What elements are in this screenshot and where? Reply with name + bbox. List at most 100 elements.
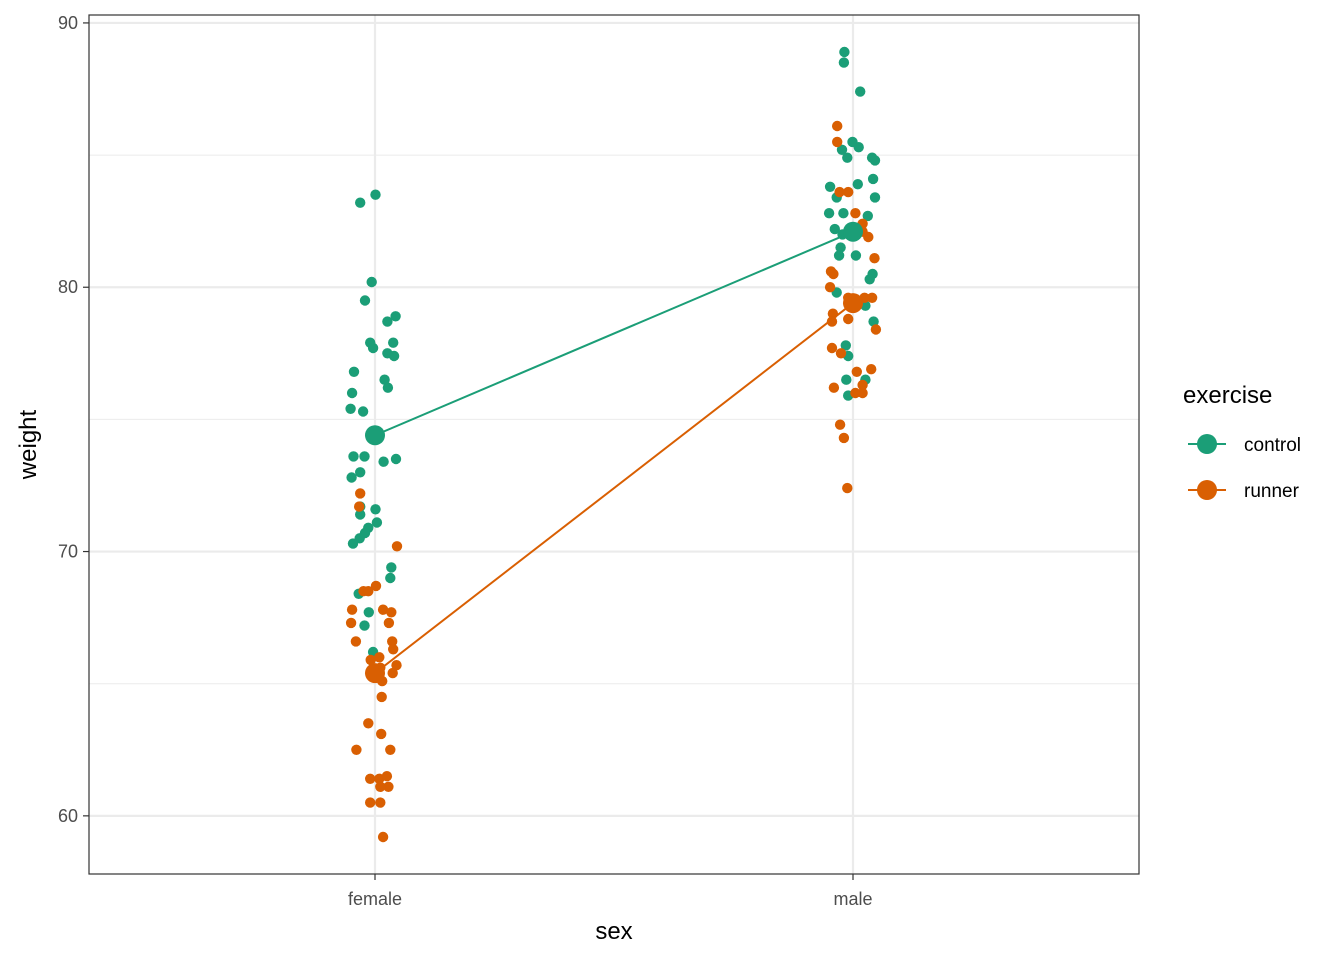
data-point-control <box>345 403 356 414</box>
data-point-control <box>346 387 358 399</box>
data-point-control <box>829 223 840 235</box>
y-tick-label: 80 <box>58 277 78 297</box>
data-point-runner <box>391 541 403 552</box>
data-point-control <box>835 242 846 253</box>
data-point-control <box>378 456 389 467</box>
data-point-runner <box>869 253 880 264</box>
y-tick-label: 60 <box>58 806 78 826</box>
data-point-runner <box>832 120 843 132</box>
data-point-control <box>853 142 864 153</box>
y-tick-label: 70 <box>58 542 78 562</box>
mean-point-runner-female <box>365 663 385 684</box>
y-tick-label: 90 <box>58 13 78 33</box>
data-point-runner <box>355 488 366 499</box>
data-point-runner <box>834 186 845 198</box>
legend-label-runner: runner <box>1244 481 1300 502</box>
data-point-control <box>867 173 879 185</box>
data-point-control <box>852 179 863 190</box>
data-point-control <box>382 382 394 393</box>
data-point-control <box>850 250 862 261</box>
mean-point-control-male <box>843 221 863 242</box>
data-point-control <box>390 311 401 322</box>
mean-point-control-female <box>365 425 385 446</box>
data-point-runner <box>363 718 374 729</box>
data-point-control <box>842 152 853 163</box>
data-point-control <box>839 46 850 58</box>
data-point-runner <box>391 660 402 671</box>
data-point-control <box>836 144 848 155</box>
mean-point-runner-male <box>843 293 863 314</box>
data-point-control <box>371 517 383 528</box>
data-point-runner <box>375 797 386 808</box>
data-point-runner <box>377 604 389 615</box>
data-point-control <box>823 208 835 219</box>
data-point-control <box>833 250 845 261</box>
data-point-control <box>388 350 400 362</box>
data-point-runner <box>383 781 394 792</box>
data-point-control <box>382 316 393 327</box>
data-point-control <box>390 453 402 465</box>
data-point-runner <box>346 604 358 615</box>
axis-layer: 60 70 80 90 female male <box>58 13 873 909</box>
data-point-runner <box>832 136 843 148</box>
data-point-runner <box>838 432 850 444</box>
data-point-control <box>370 504 381 515</box>
data-point-runner <box>828 382 840 393</box>
data-point-control <box>359 620 370 631</box>
data-point-control <box>355 509 366 520</box>
data-point-control <box>359 451 370 462</box>
data-point-runner <box>826 342 838 354</box>
data-point-control <box>388 337 399 348</box>
data-point-runner <box>388 644 399 655</box>
data-point-control <box>869 155 881 166</box>
data-point-runner <box>863 231 874 243</box>
data-point-runner <box>835 348 847 359</box>
data-point-runner <box>866 292 878 303</box>
data-point-control <box>355 467 366 478</box>
data-point-control <box>824 181 836 192</box>
legend: exercise control runner <box>1183 382 1301 502</box>
data-point-runner <box>834 419 846 430</box>
data-point-runner <box>383 617 395 629</box>
data-point-runner <box>376 728 387 740</box>
data-layer <box>345 46 882 843</box>
data-point-control <box>363 607 374 618</box>
data-point-runner <box>374 652 385 663</box>
data-point-control <box>864 274 875 285</box>
panel-border <box>88 14 1140 875</box>
data-point-control <box>367 342 379 354</box>
legend-title: exercise <box>1183 382 1272 409</box>
data-point-control <box>385 572 396 584</box>
data-point-control <box>868 316 879 327</box>
data-point-runner <box>842 482 853 494</box>
mean-line-runner <box>374 302 854 674</box>
data-point-control <box>348 451 359 462</box>
data-point-runner <box>857 387 868 399</box>
data-point-runner <box>386 607 397 618</box>
data-point-runner <box>351 744 362 755</box>
legend-key-point-runner <box>1197 480 1217 500</box>
data-point-runner <box>350 636 362 647</box>
data-point-runner <box>377 831 389 843</box>
data-point-control <box>347 538 359 549</box>
data-point-control <box>366 276 377 288</box>
data-point-control <box>386 562 397 573</box>
data-point-runner <box>385 744 396 755</box>
data-point-runner <box>365 654 376 666</box>
data-point-control <box>840 340 851 351</box>
data-point-control <box>841 374 852 385</box>
data-point-runner <box>387 636 398 647</box>
legend-key-point-control <box>1197 434 1217 454</box>
data-point-control <box>357 406 369 417</box>
data-point-control <box>346 472 357 483</box>
data-point-runner <box>354 501 365 512</box>
data-point-control <box>838 208 849 219</box>
legend-label-control: control <box>1244 435 1301 456</box>
grid-layer <box>89 15 1139 874</box>
x-axis-title: sex <box>595 918 632 945</box>
data-point-runner <box>857 379 868 391</box>
data-point-runner <box>381 771 393 782</box>
data-point-runner <box>824 282 836 293</box>
data-point-runner <box>363 586 374 597</box>
